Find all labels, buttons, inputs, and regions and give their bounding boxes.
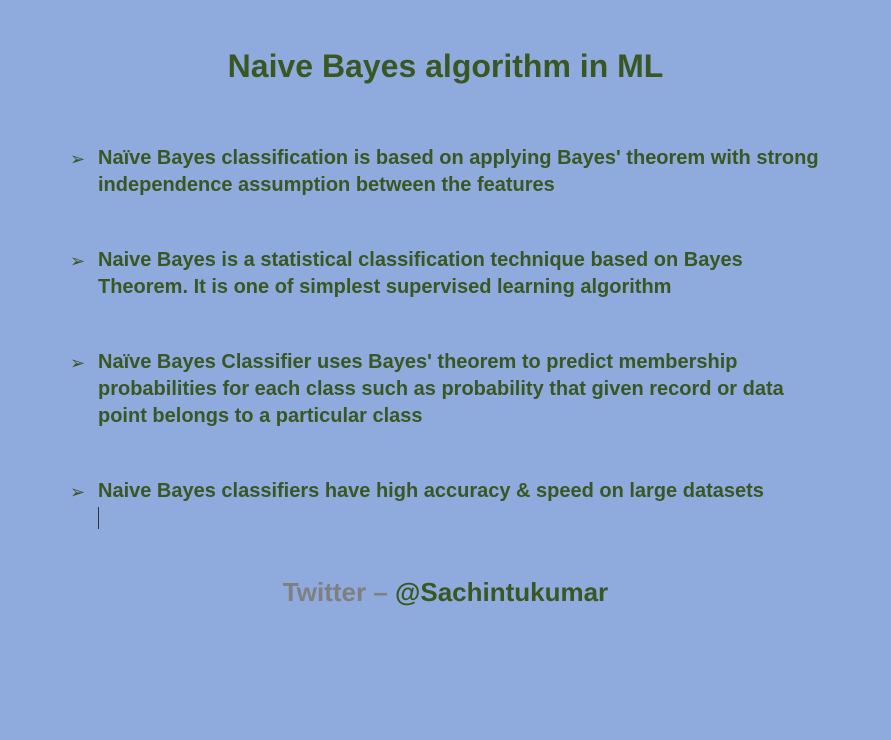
bullet-text: Naïve Bayes Classifier uses Bayes' theor… (98, 349, 821, 430)
bullet-text: Naïve Bayes classification is based on a… (98, 145, 821, 199)
footer-credit: Twitter – @Sachintukumar (70, 577, 821, 608)
bullet-list: ➢ Naïve Bayes classification is based on… (70, 145, 821, 529)
bullet-arrow-icon: ➢ (70, 349, 98, 377)
bullet-text: Naive Bayes is a statistical classificat… (98, 247, 821, 301)
list-item: ➢ Naïve Bayes Classifier uses Bayes' the… (70, 349, 821, 430)
twitter-handle: @Sachintukumar (395, 577, 608, 607)
bullet-arrow-icon: ➢ (70, 247, 98, 275)
bullet-arrow-icon: ➢ (70, 145, 98, 173)
list-item: ➢ Naïve Bayes classification is based on… (70, 145, 821, 199)
list-item: ➢ Naive Bayes is a statistical classific… (70, 247, 821, 301)
slide-title: Naive Bayes algorithm in ML (70, 48, 821, 85)
list-item: ➢ Naive Bayes classifiers have high accu… (70, 478, 821, 529)
bullet-arrow-icon: ➢ (70, 478, 98, 506)
footer-prefix: Twitter – (283, 577, 395, 607)
bullet-text: Naive Bayes classifiers have high accura… (98, 478, 821, 529)
